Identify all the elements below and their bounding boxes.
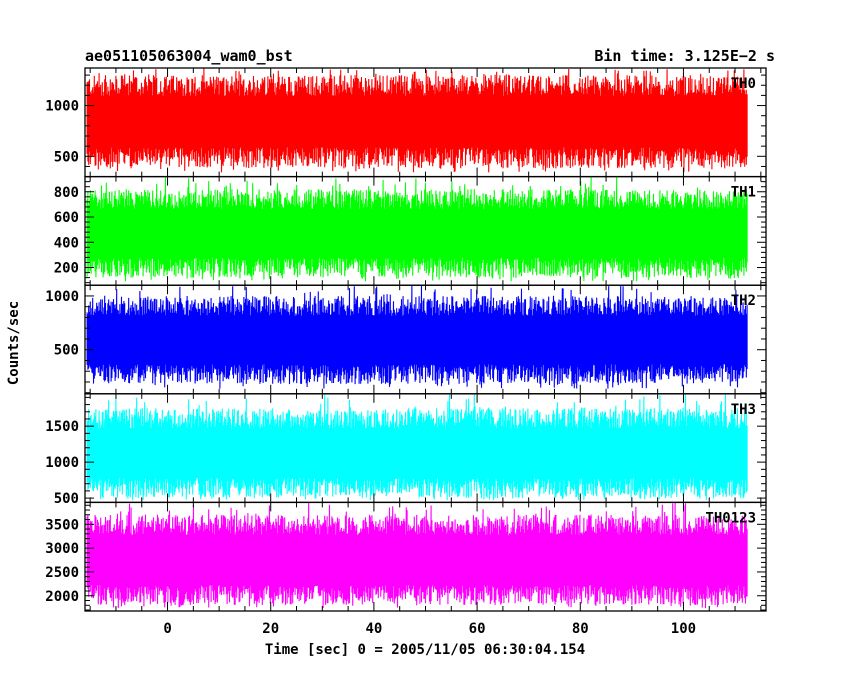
- y-tick-label: 200: [54, 261, 79, 277]
- panel-label-th3: TH3: [731, 402, 756, 418]
- panel-label-th2: TH2: [731, 293, 756, 309]
- y-tick-label: 400: [54, 235, 79, 251]
- panel-th0123: 2000 2500 3000 3500 TH0123: [45, 501, 767, 612]
- series-th2-line: [86, 285, 748, 389]
- series-th0123-line: [86, 502, 748, 609]
- x-tick-label: 40: [365, 621, 382, 637]
- y-tick-label: 500: [54, 343, 79, 359]
- x-axis-label: Time [sec] 0 = 2005/11/05 06:30:04.154: [265, 642, 585, 658]
- plot-title-left: ae051105063004_wam0_bst: [85, 47, 293, 65]
- panel-label-th0: TH0: [731, 76, 756, 92]
- panel-label-th1: TH1: [731, 185, 756, 201]
- y-tick-label: 1000: [45, 289, 79, 305]
- series-th3-line: [86, 393, 748, 501]
- series-th1-line: [86, 177, 748, 282]
- x-tick-label: 100: [671, 621, 696, 637]
- series-th0-line: [86, 68, 748, 173]
- y-tick-label: 1000: [45, 99, 79, 115]
- panel-th0: 500 1000 TH0: [45, 67, 767, 178]
- x-tick-label: 0: [163, 621, 171, 637]
- panel-label-th0123: TH0123: [705, 510, 756, 526]
- x-tick-label: 20: [262, 621, 279, 637]
- y-tick-label: 600: [54, 210, 79, 226]
- y-tick-label: 1500: [45, 419, 79, 435]
- panel-th3: 500 1000 1500 TH3: [45, 393, 767, 507]
- y-tick-label: 1000: [45, 455, 79, 471]
- y-tick-label: 2000: [45, 589, 79, 605]
- y-axis-label: Counts/sec: [6, 301, 22, 385]
- x-tick-label: 80: [572, 621, 589, 637]
- y-tick-label: 2500: [45, 565, 79, 581]
- x-tick-label: 60: [469, 621, 486, 637]
- y-tick-label: 800: [54, 185, 79, 201]
- y-tick-label: 3500: [45, 517, 79, 533]
- plot-title-right: Bin time: 3.125E−2 s: [594, 47, 775, 65]
- panel-th2: 500 1000 TH2: [45, 284, 767, 395]
- y-tick-label: 500: [54, 491, 79, 507]
- y-tick-label: 500: [54, 149, 79, 165]
- panel-th1: 200 400 600 800 TH1: [54, 175, 767, 286]
- y-tick-label: 3000: [45, 541, 79, 557]
